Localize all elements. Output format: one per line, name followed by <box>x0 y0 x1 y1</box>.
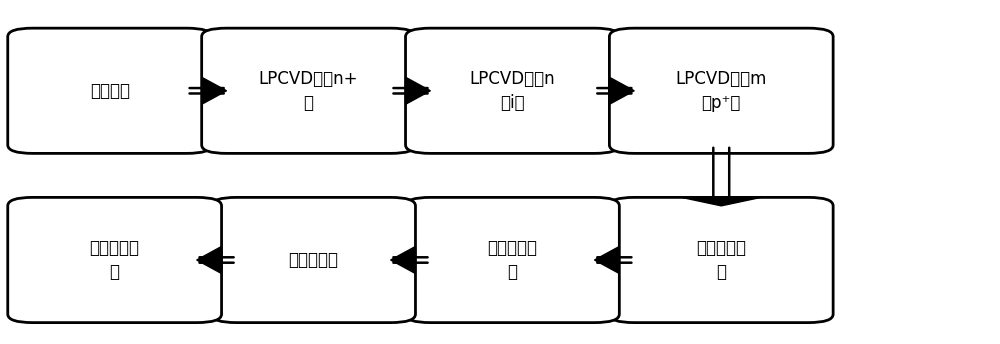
FancyBboxPatch shape <box>212 197 415 323</box>
Polygon shape <box>609 77 634 104</box>
Polygon shape <box>681 197 761 206</box>
Text: 淀积阳极金
属: 淀积阳极金 属 <box>90 239 140 281</box>
Text: 淀积阴极金
属: 淀积阴极金 属 <box>696 239 746 281</box>
Text: LPCVD生长n+
层: LPCVD生长n+ 层 <box>259 70 358 111</box>
FancyBboxPatch shape <box>8 28 212 153</box>
Text: LPCVD生长m
层p⁺区: LPCVD生长m 层p⁺区 <box>676 70 767 111</box>
Polygon shape <box>202 77 227 104</box>
FancyBboxPatch shape <box>202 28 415 153</box>
Text: 清洗衬底: 清洗衬底 <box>90 82 130 100</box>
FancyBboxPatch shape <box>406 28 619 153</box>
FancyBboxPatch shape <box>609 197 833 323</box>
Text: 淀积阳极金
属: 淀积阳极金 属 <box>487 239 537 281</box>
Polygon shape <box>391 246 415 273</box>
FancyBboxPatch shape <box>609 28 833 153</box>
Polygon shape <box>594 246 619 273</box>
FancyBboxPatch shape <box>8 197 222 323</box>
Text: LPCVD生长n
层i区: LPCVD生长n 层i区 <box>470 70 555 111</box>
Polygon shape <box>406 77 430 104</box>
FancyBboxPatch shape <box>406 197 619 323</box>
Text: 生长钝化层: 生长钝化层 <box>289 251 339 269</box>
Polygon shape <box>197 246 222 273</box>
